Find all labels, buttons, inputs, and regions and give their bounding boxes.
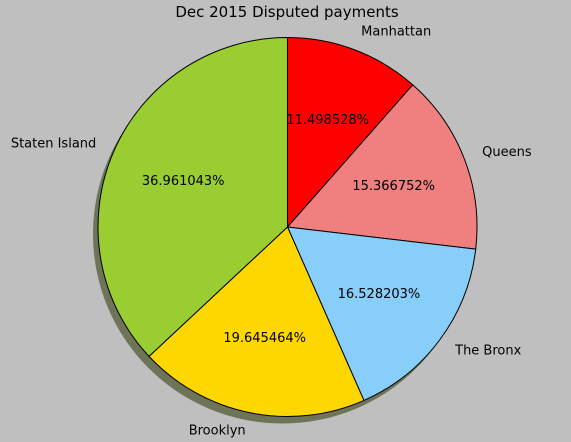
- chart-title: Dec 2015 Disputed payments: [175, 3, 399, 21]
- pie-category-label: Queens: [482, 145, 532, 160]
- pie-labels: 11.498528% Manhattan 15.366752% Queens 16.52…: [11, 25, 532, 439]
- pie-slice-brooklyn: [148, 226, 365, 417]
- pie-category-label: Brooklyn: [189, 424, 246, 439]
- pie-slice-staten-island: [97, 37, 288, 357]
- pie-slice-the-bronx: [287, 226, 477, 401]
- pie-pct-label: 36.961043%: [142, 174, 225, 189]
- pie-slice-manhattan: [287, 37, 414, 228]
- pie-slices: [97, 37, 478, 417]
- pie-pct-label: 11.498528%: [286, 113, 369, 128]
- pie-pct-label: 15.366752%: [352, 179, 435, 194]
- pie-category-label: The Bronx: [454, 343, 521, 358]
- pie-category-label: Staten Island: [11, 136, 96, 151]
- pie-slice-queens: [287, 84, 478, 250]
- pie-pct-label: 16.528203%: [338, 287, 421, 302]
- pie-category-label: Manhattan: [361, 25, 431, 40]
- pie-pct-label: 19.645464%: [223, 331, 306, 346]
